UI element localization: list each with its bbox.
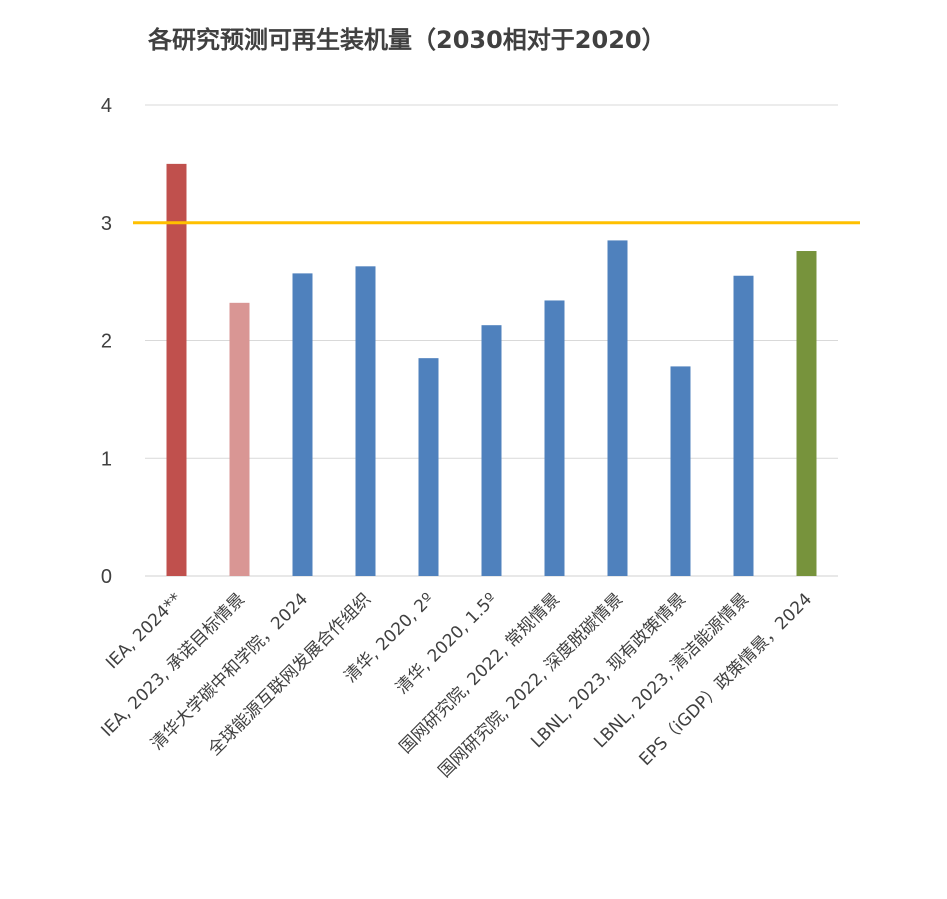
bar xyxy=(607,240,628,576)
bar xyxy=(670,366,691,576)
bar xyxy=(733,275,754,576)
bar xyxy=(292,273,313,576)
y-tick-label: 1 xyxy=(101,448,112,470)
y-tick-label: 0 xyxy=(101,566,112,588)
bar xyxy=(481,325,502,576)
y-tick-label: 2 xyxy=(101,331,112,353)
y-tick-label: 4 xyxy=(101,95,112,117)
bar xyxy=(418,358,439,576)
bar xyxy=(796,251,817,576)
bars xyxy=(166,163,817,576)
bar xyxy=(355,266,376,576)
bar xyxy=(166,163,187,576)
bar xyxy=(544,300,565,576)
x-axis-ticks: IEA, 2024**IEA, 2023, 承诺目标情景清华大学碳中和学院，20… xyxy=(98,589,817,781)
y-axis-ticks: 0 1 2 3 4 xyxy=(101,95,112,588)
chart-title: 各研究预测可再生装机量（2030相对于2020） xyxy=(147,26,666,54)
bar xyxy=(229,302,250,576)
y-tick-label: 3 xyxy=(101,213,112,235)
